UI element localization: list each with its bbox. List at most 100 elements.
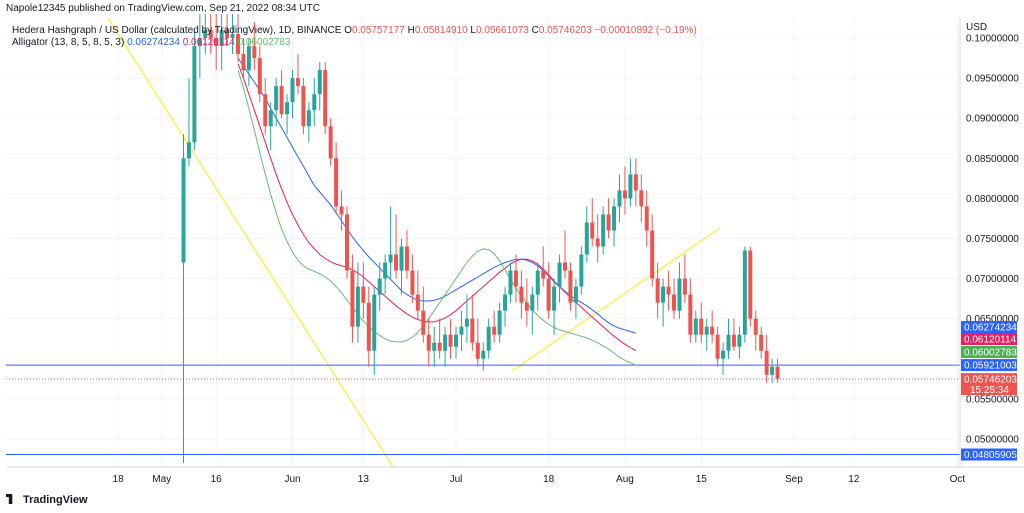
candle — [241, 38, 246, 79]
candle — [470, 294, 475, 351]
candle — [410, 254, 415, 303]
ohlc-value-c: 0.05746203 — [538, 25, 592, 36]
candle-body — [197, 38, 202, 47]
candle — [219, 13, 224, 71]
ohlc-key-h: H — [404, 25, 415, 36]
candle — [464, 294, 469, 343]
grid-lines — [6, 18, 960, 467]
time-axis: 18 May 16 Jun 13 Jul 18 Aug 15 Sep 12 Oct — [6, 466, 1024, 485]
time-tick-label: 18 — [543, 474, 555, 485]
candle — [639, 174, 644, 223]
candle — [666, 270, 671, 311]
candle — [672, 278, 676, 319]
candle-body — [628, 174, 633, 199]
symbol-line: Hedera Hashgraph / US Dollar (calculated… — [12, 25, 697, 36]
ohlc-key-l: L — [467, 25, 476, 36]
candle — [421, 286, 426, 343]
candle-body — [225, 30, 230, 39]
currency-label: USD — [966, 22, 988, 33]
candle-body — [219, 30, 224, 47]
candle-body — [366, 302, 371, 351]
candle — [524, 278, 529, 327]
candle — [454, 326, 458, 359]
candle-body — [470, 318, 475, 343]
candle — [388, 206, 393, 279]
candle-body — [464, 318, 469, 327]
candle-body — [230, 34, 235, 39]
candle — [612, 198, 617, 247]
candle — [236, 13, 240, 63]
candle-body — [764, 350, 769, 375]
price-tag-teeth-text: 0.06120114 — [964, 335, 1017, 346]
indicator-label[interactable]: Alligator (13, 8, 5, 8, 5, 3) — [12, 37, 125, 48]
candle — [426, 318, 431, 367]
price-tag-level-text: 0.05921003 — [964, 361, 1017, 372]
price-tick-label: 0.05000000 — [966, 434, 1019, 445]
candle-body — [192, 46, 197, 143]
candle — [361, 262, 366, 319]
candle-body — [328, 126, 333, 159]
candle — [203, 13, 208, 55]
candle-body — [290, 78, 295, 103]
candle — [617, 174, 622, 223]
candle — [268, 102, 273, 151]
candle-body — [519, 286, 524, 303]
candle-body — [415, 294, 420, 311]
candle-body — [236, 34, 240, 55]
symbol-title[interactable]: Hedera Hashgraph / US Dollar (calculated… — [12, 25, 342, 36]
candle-body — [448, 334, 453, 347]
candle-body — [693, 318, 698, 335]
price-tag-jaw-bg — [961, 321, 1017, 333]
candle-body — [672, 294, 676, 311]
candle — [230, 13, 235, 55]
time-tick-label: 15 — [696, 474, 708, 485]
ohlc-value-change: −0.00010892 (−0.19%) — [591, 25, 697, 36]
price-tag-level-low-text: 0.04805905 — [964, 450, 1017, 461]
candle-body — [770, 366, 775, 375]
candle-body — [590, 222, 595, 239]
candle — [355, 262, 360, 343]
candle — [279, 70, 284, 119]
time-tick-label: 18 — [113, 474, 125, 485]
candle-body — [737, 334, 742, 347]
candle-body — [742, 250, 747, 335]
indicator-teeth-value: 0.06120114 — [182, 37, 235, 48]
candle-body — [622, 190, 627, 199]
candle-body — [612, 206, 617, 231]
candle — [519, 270, 524, 319]
tradingview-logo[interactable]: TradingView — [6, 494, 88, 506]
candle-body — [323, 70, 328, 127]
candle — [622, 166, 627, 215]
alligator-lips-line — [237, 69, 637, 366]
candle — [328, 118, 333, 167]
candle-body — [410, 270, 415, 295]
candle-body — [753, 318, 758, 335]
candle-body — [350, 270, 355, 327]
indicator-lips-value: 0.06002783 — [237, 37, 291, 48]
candle — [503, 286, 508, 327]
candle-body — [186, 142, 191, 159]
price-tick-label: 0.07000000 — [966, 274, 1019, 285]
candle — [437, 318, 442, 359]
candle-body — [399, 246, 404, 271]
candle-body — [279, 86, 284, 115]
candle-body — [334, 158, 339, 207]
candle — [486, 318, 491, 359]
candle — [404, 230, 409, 279]
candle — [225, 13, 230, 47]
candle — [208, 13, 213, 55]
candle-body — [388, 254, 393, 263]
indicator-jaw-value: 0.06274234 — [127, 37, 180, 48]
time-tick-label: 13 — [358, 474, 370, 485]
candle-body — [606, 214, 611, 231]
candle — [753, 310, 758, 351]
price-tag-jaw-text: 0.06274234 — [964, 323, 1017, 334]
candle-body — [345, 214, 349, 271]
candle-body — [731, 334, 736, 347]
candle-body — [699, 318, 704, 335]
candle-body — [530, 294, 535, 311]
price-tick-label: 0.09500000 — [966, 74, 1019, 85]
candle-body — [312, 94, 317, 111]
